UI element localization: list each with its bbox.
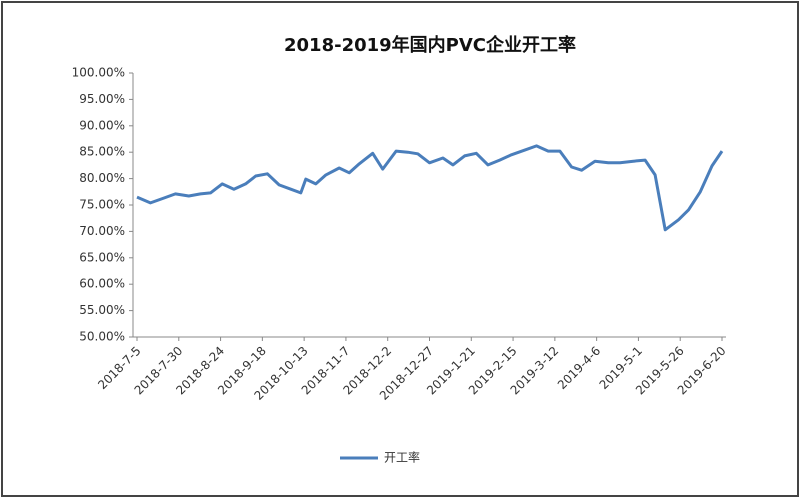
- y-tick-label: 85.00%: [79, 145, 125, 159]
- y-tick-label: 80.00%: [79, 171, 125, 185]
- series-line: [136, 144, 724, 232]
- y-tick-label: 75.00%: [79, 198, 125, 212]
- legend-label: 开工率: [384, 450, 420, 465]
- y-tick-label: 70.00%: [79, 224, 125, 238]
- chart-title: 2018-2019年国内PVC企业开工率: [284, 34, 576, 56]
- y-tick-label: 60.00%: [79, 277, 125, 291]
- y-tick-label: 55.00%: [79, 303, 125, 317]
- y-tick-label: 90.00%: [79, 118, 125, 132]
- y-tick-label: 95.00%: [79, 92, 125, 106]
- y-tick-label: 100.00%: [72, 66, 125, 80]
- y-tick-label: 65.00%: [79, 250, 125, 264]
- y-tick-label: 50.00%: [79, 330, 125, 344]
